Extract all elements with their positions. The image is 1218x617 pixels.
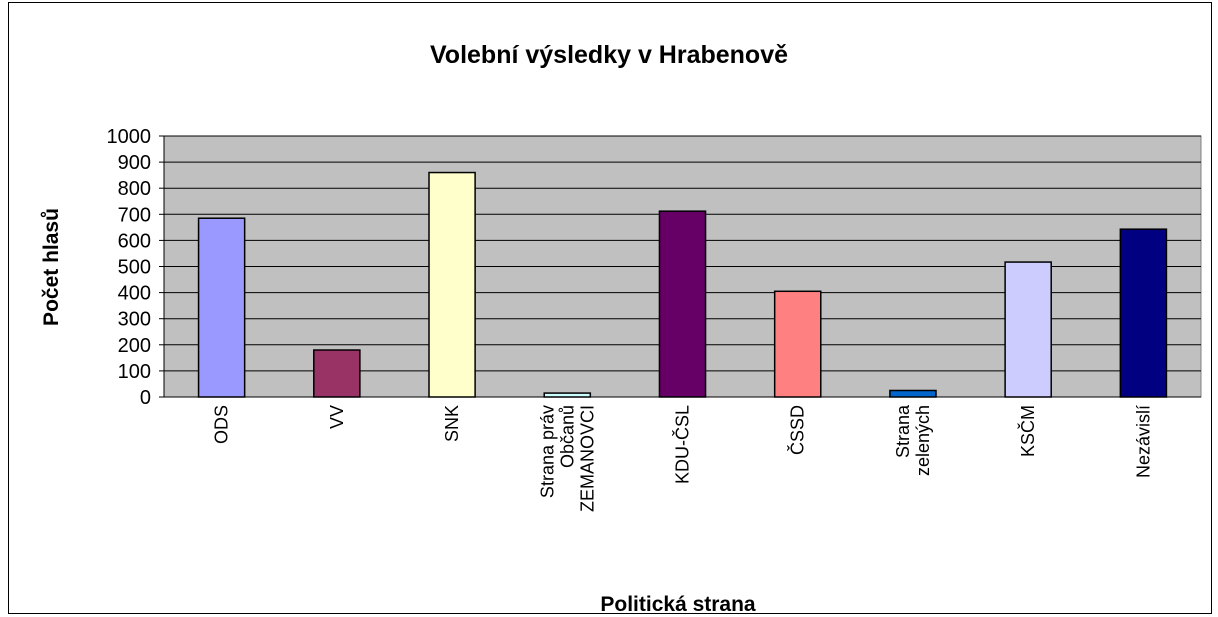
bar — [1119, 228, 1168, 398]
y-tick-label: 1000 — [107, 126, 152, 148]
x-tick-label: VV — [327, 405, 347, 429]
x-tick-label: Strana právObčanůZEMANOVCI — [537, 405, 597, 512]
y-tick-label: 900 — [118, 152, 151, 174]
y-tick-label: 700 — [118, 204, 151, 226]
bar — [889, 389, 937, 398]
x-tick-label: ČSSD — [787, 405, 808, 455]
y-axis-title: Počet hlasů — [40, 208, 63, 326]
y-tick-label: 300 — [118, 309, 151, 331]
y-tick-label: 200 — [118, 335, 151, 357]
bar — [658, 210, 707, 398]
x-tick-label: Nezávislí — [1133, 405, 1153, 478]
x-tick-label: ODS — [212, 405, 232, 444]
x-tick-label: KSČM — [1017, 405, 1038, 457]
x-tick-label: KDU-ČSL — [672, 405, 693, 484]
x-axis-title: Politická strana — [600, 593, 756, 616]
y-tick-label: 600 — [118, 230, 151, 252]
chart-title: Volební výsledky v Hrabenově — [430, 41, 788, 69]
y-tick-label: 500 — [118, 257, 151, 279]
bar — [1004, 261, 1052, 398]
y-tick-label: 800 — [118, 178, 151, 200]
x-tick-label: Stranazelených — [893, 404, 933, 476]
bar — [773, 290, 822, 398]
y-tick-label: 0 — [140, 387, 151, 409]
bar — [428, 171, 476, 398]
x-tick-label: SNK — [442, 405, 462, 442]
bar — [313, 349, 361, 398]
y-tick-label: 400 — [118, 283, 151, 305]
y-tick-label: 100 — [118, 361, 151, 383]
bar — [197, 217, 246, 398]
bar — [543, 392, 592, 398]
